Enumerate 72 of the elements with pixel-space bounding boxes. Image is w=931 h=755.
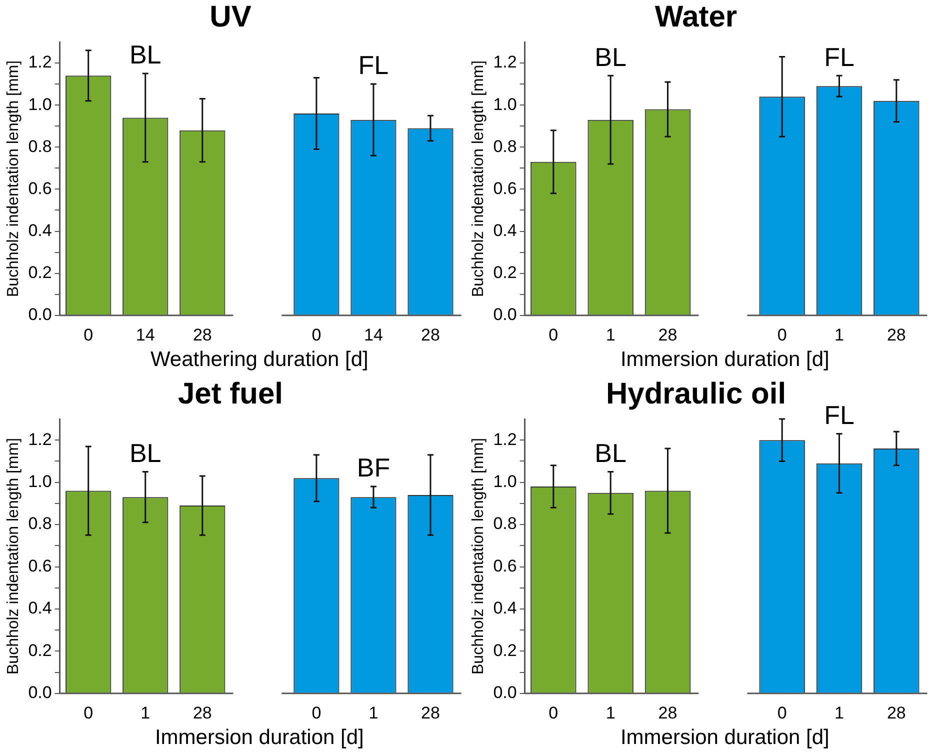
x-tick-label: 0 bbox=[548, 703, 558, 722]
x-tick-label: 0 bbox=[777, 703, 787, 722]
y-tick-label: 0.0 bbox=[28, 305, 52, 324]
series-label: BL bbox=[129, 40, 162, 70]
y-tick-label: 0.6 bbox=[28, 178, 52, 198]
y-tick-label: 0.4 bbox=[493, 220, 517, 240]
y-tick-label: 1.0 bbox=[28, 94, 52, 114]
x-axis-title: Immersion duration [d] bbox=[620, 726, 830, 750]
x-tick-label: 0 bbox=[312, 325, 322, 344]
y-tick-label: 0.4 bbox=[28, 220, 52, 240]
y-tick-label: 0.0 bbox=[493, 305, 517, 324]
chart-title: Hydraulic oil bbox=[606, 377, 786, 410]
y-tick-label: 0.4 bbox=[28, 598, 52, 618]
chart-title: UV bbox=[210, 0, 252, 34]
x-tick-label: 28 bbox=[192, 325, 212, 344]
y-tick-label: 0.2 bbox=[28, 263, 52, 282]
chart-title: Jet fuel bbox=[178, 377, 284, 410]
y-tick-label: 1.0 bbox=[493, 472, 517, 492]
y-tick-label: 0.4 bbox=[493, 598, 517, 618]
x-tick-label: 28 bbox=[886, 703, 906, 722]
x-tick-label: 0 bbox=[548, 325, 558, 344]
y-tick-label: 1.2 bbox=[28, 430, 52, 449]
x-tick-label: 14 bbox=[364, 325, 383, 344]
y-axis-title: Buchholz indentation length [mm] bbox=[5, 438, 22, 674]
series-label: BF bbox=[356, 452, 390, 483]
x-axis-title: Weathering duration [d] bbox=[150, 348, 368, 372]
x-tick-label: 28 bbox=[886, 325, 906, 344]
series-label: BL bbox=[594, 42, 626, 72]
x-tick-label: 1 bbox=[368, 703, 378, 722]
x-tick-label: 1 bbox=[606, 325, 616, 344]
y-tick-label: 0.2 bbox=[28, 640, 52, 660]
series-label: FL bbox=[824, 400, 854, 430]
y-tick-label: 0.2 bbox=[493, 640, 517, 660]
x-tick-label: 1 bbox=[606, 703, 616, 722]
y-tick-label: 1.2 bbox=[28, 52, 52, 72]
x-tick-label: 28 bbox=[192, 703, 212, 722]
y-tick-label: 0.6 bbox=[28, 556, 52, 576]
y-tick-label: 1.2 bbox=[493, 430, 517, 449]
y-tick-label: 0.8 bbox=[493, 514, 517, 534]
x-tick-label: 28 bbox=[421, 325, 440, 344]
series-label: FL bbox=[824, 42, 854, 72]
y-axis-title: Buchholz indentation length [mm] bbox=[470, 60, 488, 297]
y-tick-label: 0.8 bbox=[493, 136, 517, 156]
y-tick-label: 1.0 bbox=[493, 94, 517, 114]
x-tick-label: 28 bbox=[658, 325, 678, 344]
series-label: FL bbox=[358, 50, 389, 80]
y-tick-label: 0.2 bbox=[493, 263, 517, 282]
x-tick-label: 1 bbox=[834, 325, 844, 344]
x-tick-label: 14 bbox=[136, 325, 155, 344]
y-tick-label: 0.6 bbox=[493, 556, 517, 576]
x-tick-label: 1 bbox=[140, 703, 150, 722]
y-tick-label: 1.0 bbox=[28, 472, 52, 492]
x-tick-label: 0 bbox=[84, 325, 94, 344]
x-tick-label: 28 bbox=[421, 703, 440, 722]
y-tick-label: 1.2 bbox=[493, 52, 517, 72]
x-tick-label: 28 bbox=[658, 703, 678, 722]
y-tick-label: 0.0 bbox=[28, 683, 52, 702]
y-axis-title: Buchholz indentation length [mm] bbox=[470, 438, 488, 674]
y-tick-label: 0.8 bbox=[28, 136, 52, 156]
x-axis-title: Immersion duration [d] bbox=[620, 348, 830, 372]
x-tick-label: 1 bbox=[834, 703, 844, 722]
series-label: BL bbox=[129, 438, 162, 468]
y-axis-title: Buchholz indentation length [mm] bbox=[5, 60, 22, 297]
x-tick-label: 0 bbox=[84, 703, 94, 722]
y-tick-label: 0.0 bbox=[493, 683, 517, 702]
y-tick-label: 0.8 bbox=[28, 514, 52, 534]
y-tick-label: 0.6 bbox=[493, 178, 517, 198]
x-tick-label: 0 bbox=[312, 703, 322, 722]
chart-title: Water bbox=[654, 0, 738, 34]
x-tick-label: 0 bbox=[777, 325, 787, 344]
x-axis-title: Immersion duration [d] bbox=[154, 726, 364, 750]
series-label: BL bbox=[594, 438, 626, 468]
